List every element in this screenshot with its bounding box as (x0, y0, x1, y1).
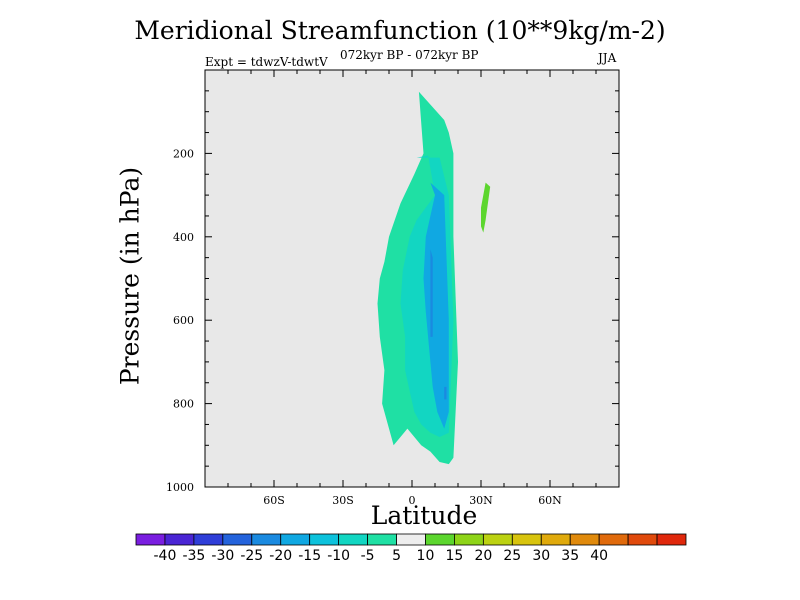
colorbar-box (598, 533, 629, 546)
colorbar-box (251, 533, 282, 546)
colorbar-box (656, 533, 687, 546)
colorbar-box (164, 533, 195, 546)
colorbar-box (367, 533, 397, 546)
x-tick-label: 60S (263, 494, 285, 507)
y-tick-label: 600 (173, 314, 194, 327)
contour-region-positive-blob (481, 182, 491, 233)
colorbar-box (222, 533, 253, 546)
experiment-label: Expt = tdwzV-tdwtV (205, 55, 328, 69)
colorbar-label: -5 (361, 548, 375, 564)
colorbar-box (627, 533, 658, 546)
colorbar-box (309, 533, 340, 546)
colorbar-box (569, 533, 600, 546)
colorbar-label: -35 (182, 548, 205, 564)
colorbar-label: -20 (269, 548, 292, 564)
y-tick-label: 400 (173, 231, 194, 244)
x-axis-label: Latitude (370, 501, 478, 530)
colorbar-box (280, 533, 311, 546)
colorbar-box (396, 533, 426, 546)
colorbar-box (425, 533, 455, 546)
season-label: JJA (598, 51, 617, 65)
colorbar-box (454, 533, 484, 546)
x-tick-label: 0 (409, 494, 416, 507)
colorbar-label: -15 (298, 548, 321, 564)
colorbar-label: 25 (503, 548, 521, 564)
colorbar-label: 30 (532, 548, 550, 564)
colorbar-label: 35 (561, 548, 579, 564)
y-tick-label: 800 (173, 398, 194, 411)
time-range-label: 072kyr BP - 072kyr BP (340, 48, 479, 62)
colorbar-box (135, 533, 166, 546)
colorbar-box (540, 533, 571, 546)
colorbar-label: 20 (474, 548, 492, 564)
colorbar-label: -25 (240, 548, 263, 564)
x-tick-label: 30N (469, 494, 493, 507)
contour-region-deep-core (430, 249, 433, 337)
x-tick-label: 60N (538, 494, 562, 507)
colorbar-box (338, 533, 368, 546)
chart-title: Meridional Streamfunction (10**9kg/m-2) (134, 16, 666, 45)
colorbar-box (482, 533, 513, 546)
colorbar-box (511, 533, 542, 546)
colorbar-label: 10 (417, 548, 435, 564)
colorbar-label: -40 (154, 548, 177, 564)
contour-region-core-negative (423, 182, 449, 429)
colorbar-label: 15 (446, 548, 464, 564)
colorbar-label: 40 (590, 548, 608, 564)
y-tick-label: 1000 (166, 481, 194, 494)
x-tick-label: 30S (332, 494, 354, 507)
y-tick-label: 200 (173, 147, 194, 160)
colorbar-label: 5 (392, 548, 401, 564)
colorbar-label: -10 (327, 548, 350, 564)
contour-region-small-core (444, 386, 447, 400)
colorbar-box (193, 533, 224, 546)
colorbar-label: -30 (211, 548, 234, 564)
